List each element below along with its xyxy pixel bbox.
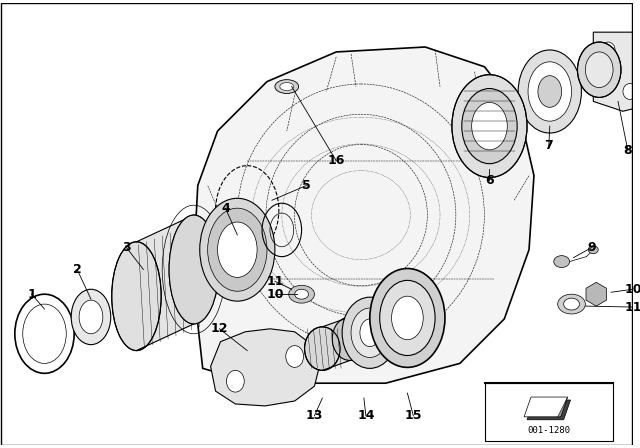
Ellipse shape <box>289 285 314 303</box>
Text: 11: 11 <box>266 275 284 288</box>
Ellipse shape <box>305 327 340 370</box>
Text: 14: 14 <box>357 409 374 422</box>
Text: 5: 5 <box>302 179 311 192</box>
Polygon shape <box>593 32 640 111</box>
Text: 11: 11 <box>624 301 640 314</box>
Ellipse shape <box>462 89 517 164</box>
Ellipse shape <box>564 298 579 310</box>
Ellipse shape <box>370 268 445 367</box>
Ellipse shape <box>538 76 562 108</box>
Ellipse shape <box>601 42 615 58</box>
Text: 6: 6 <box>485 174 494 187</box>
Text: 12: 12 <box>211 322 228 335</box>
Ellipse shape <box>218 222 257 277</box>
Text: 10: 10 <box>266 288 284 301</box>
Ellipse shape <box>577 42 621 97</box>
Ellipse shape <box>360 319 380 347</box>
Ellipse shape <box>380 280 435 356</box>
Text: 15: 15 <box>404 409 422 422</box>
Ellipse shape <box>79 300 103 334</box>
Ellipse shape <box>557 294 586 314</box>
Ellipse shape <box>351 308 388 358</box>
Ellipse shape <box>207 208 267 291</box>
Text: 1: 1 <box>28 288 36 301</box>
Text: 16: 16 <box>328 154 345 167</box>
Text: 7: 7 <box>545 139 553 152</box>
Polygon shape <box>557 397 568 417</box>
Ellipse shape <box>528 62 572 121</box>
Text: 8: 8 <box>623 144 632 157</box>
Polygon shape <box>211 329 319 406</box>
Text: 10: 10 <box>624 283 640 296</box>
Ellipse shape <box>286 345 303 367</box>
Ellipse shape <box>294 289 308 299</box>
Ellipse shape <box>280 82 294 90</box>
Text: 13: 13 <box>306 409 323 422</box>
Polygon shape <box>136 215 194 351</box>
Ellipse shape <box>472 103 508 150</box>
Text: 9: 9 <box>587 241 596 254</box>
Text: 2: 2 <box>73 263 81 276</box>
Ellipse shape <box>623 84 637 99</box>
Ellipse shape <box>518 50 581 133</box>
Text: 3: 3 <box>122 241 131 254</box>
Ellipse shape <box>71 289 111 345</box>
Ellipse shape <box>169 215 218 324</box>
Ellipse shape <box>227 370 244 392</box>
Polygon shape <box>193 47 534 383</box>
Polygon shape <box>527 400 570 420</box>
Ellipse shape <box>169 215 218 324</box>
Ellipse shape <box>342 297 397 368</box>
Ellipse shape <box>392 296 423 340</box>
Bar <box>484 383 613 440</box>
Text: 4: 4 <box>221 202 230 215</box>
Ellipse shape <box>332 317 368 361</box>
Ellipse shape <box>554 256 570 267</box>
Text: 001-1280: 001-1280 <box>527 426 570 435</box>
Ellipse shape <box>112 242 161 351</box>
Polygon shape <box>524 397 568 417</box>
Ellipse shape <box>586 52 613 87</box>
Ellipse shape <box>588 246 598 254</box>
Ellipse shape <box>275 80 299 94</box>
Ellipse shape <box>200 198 275 301</box>
Polygon shape <box>323 317 350 370</box>
Ellipse shape <box>452 75 527 177</box>
